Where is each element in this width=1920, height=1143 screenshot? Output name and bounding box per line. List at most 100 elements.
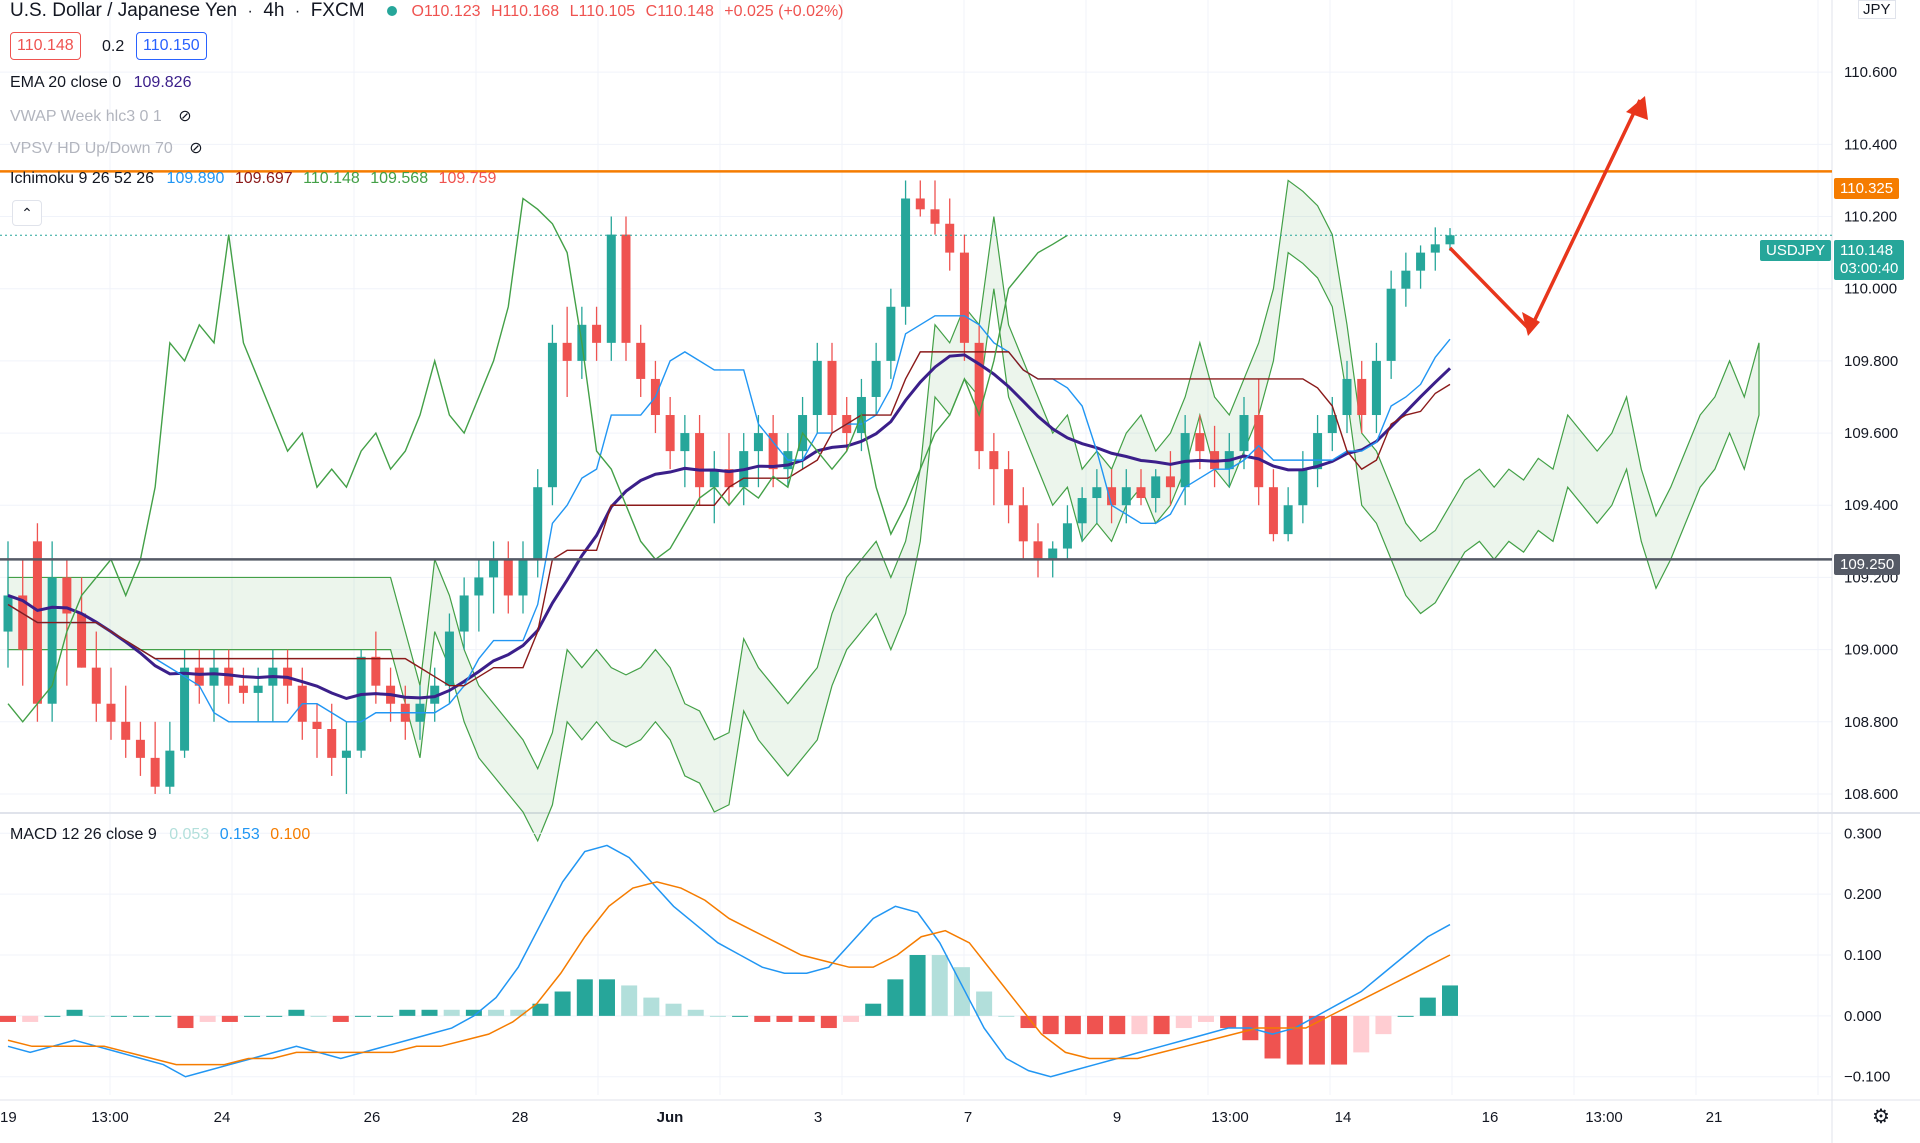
- macd-histogram-bar: [110, 1015, 127, 1017]
- candle-body: [1048, 548, 1058, 560]
- candle-body: [533, 487, 543, 560]
- macd-histogram-bar: [155, 1015, 172, 1017]
- candle-body: [695, 433, 705, 488]
- price-tick-label: 109.400: [1844, 497, 1898, 514]
- resistance-price-tag: 110.325: [1834, 178, 1900, 199]
- candle-body: [636, 342, 646, 379]
- ema-legend[interactable]: EMA 20 close 0 109.826: [10, 74, 191, 92]
- time-tick-label: 9: [1113, 1109, 1121, 1126]
- interval-label[interactable]: 4h: [263, 0, 285, 21]
- candle-body: [1077, 498, 1087, 524]
- candle-body: [1136, 487, 1146, 499]
- collapse-legend-button[interactable]: ⌃: [12, 200, 42, 226]
- candle-body: [430, 685, 440, 704]
- macd-histogram-bar: [687, 1009, 704, 1016]
- time-tick-label: 13:00: [1211, 1109, 1249, 1126]
- macd-histogram-bar: [0, 1015, 16, 1022]
- price-tick-label: 108.600: [1844, 786, 1898, 803]
- price-tick-label: 109.600: [1844, 425, 1898, 442]
- macd-histogram-bar: [510, 1009, 527, 1016]
- candle-body: [665, 415, 675, 452]
- vwap-label: VWAP Week hlc3 0 1: [10, 108, 162, 125]
- vpsv-legend[interactable]: VPSV HD Up/Down 70 ⊘: [10, 138, 203, 158]
- ichimoku-value-1: 109.890: [166, 170, 225, 187]
- macd-histogram-bar: [1308, 1015, 1325, 1065]
- vwap-legend[interactable]: VWAP Week hlc3 0 1 ⊘: [10, 106, 192, 126]
- candle-body: [312, 721, 322, 729]
- macd-histogram-bar: [1331, 1015, 1348, 1065]
- candle-body: [474, 577, 484, 596]
- support-price-tag: 109.250: [1834, 554, 1901, 575]
- candle-body: [1268, 487, 1278, 535]
- macd-histogram-bar: [44, 1015, 61, 1017]
- macd-histogram-bar: [22, 1015, 39, 1022]
- candle-body: [489, 559, 499, 578]
- candle-body: [680, 433, 690, 452]
- macd-tick-label: 0.000: [1844, 1008, 1882, 1025]
- candle-body: [238, 685, 248, 693]
- hidden-eye-icon[interactable]: ⊘: [189, 140, 203, 157]
- ema-label: EMA 20 close 0: [10, 74, 122, 91]
- macd-histogram-bar: [798, 1015, 815, 1022]
- candle-body: [1416, 252, 1426, 271]
- last-price: 110.148: [1840, 242, 1894, 259]
- candle-body: [827, 360, 837, 416]
- macd-histogram-bar: [377, 1015, 394, 1017]
- macd-histogram-bar: [576, 979, 593, 1016]
- macd-histogram-bar: [221, 1015, 238, 1022]
- candle-body: [444, 631, 454, 686]
- macd-histogram-bar: [554, 991, 571, 1016]
- ohlc-close: C110.148: [645, 3, 714, 20]
- macd-legend[interactable]: MACD 12 26 close 9 0.053 0.153 0.100: [10, 826, 310, 844]
- macd-histogram-bar: [732, 1015, 749, 1017]
- settings-gear-icon[interactable]: ⚙: [1872, 1106, 1890, 1128]
- candle-body: [91, 667, 101, 704]
- candle-body: [1357, 378, 1367, 416]
- macd-histogram-bar: [820, 1015, 837, 1029]
- currency-label[interactable]: JPY: [1858, 0, 1896, 19]
- time-tick-label: 21: [1706, 1109, 1723, 1126]
- last-price-tag: 110.148 03:00:40: [1834, 240, 1905, 280]
- macd-histogram-bar: [1087, 1015, 1104, 1035]
- macd-line: [7, 844, 1451, 1078]
- time-tick-label: 13:00: [1585, 1109, 1623, 1126]
- kijun-line: [7, 351, 1451, 687]
- macd-histogram-bar: [1153, 1015, 1170, 1035]
- price-tick-label: 108.800: [1844, 714, 1898, 731]
- candle-body: [1062, 523, 1072, 549]
- macd-histogram-bar: [1397, 1015, 1414, 1017]
- time-tick-label: 16: [1482, 1109, 1499, 1126]
- macd-histogram-bar: [1375, 1015, 1392, 1035]
- candle-body: [1254, 415, 1264, 488]
- macd-histogram-bar: [843, 1015, 860, 1022]
- ema-line: [7, 353, 1452, 701]
- countdown: 03:00:40: [1840, 260, 1899, 277]
- macd-histogram-bar: [354, 1015, 371, 1017]
- macd-histogram-bar: [754, 1015, 771, 1022]
- macd-histogram-bar: [598, 979, 615, 1016]
- sell-button[interactable]: 110.148: [10, 32, 81, 60]
- candle-body: [1033, 541, 1043, 560]
- ichimoku-value-2: 109.697: [234, 170, 293, 187]
- chevron-up-icon: ⌃: [21, 204, 33, 221]
- candle-body: [1239, 415, 1249, 452]
- ichimoku-legend[interactable]: Ichimoku 9 26 52 26 109.890 109.697 110.…: [10, 170, 496, 188]
- macd-histogram-bar: [465, 1009, 482, 1016]
- ohlc-change: +0.025 (+0.02%): [724, 3, 844, 20]
- macd-histogram-bar: [887, 979, 904, 1016]
- macd-histogram-bar: [421, 1009, 438, 1016]
- candle-body: [930, 209, 940, 224]
- candle-body: [165, 750, 175, 787]
- hidden-eye-icon[interactable]: ⊘: [178, 108, 192, 125]
- candle-body: [327, 728, 337, 758]
- symbol-name[interactable]: U.S. Dollar / Japanese Yen: [10, 0, 238, 21]
- macd-histogram-bar: [488, 1009, 505, 1016]
- candle-body: [606, 234, 616, 343]
- candle-body: [135, 739, 145, 758]
- buy-button[interactable]: 110.150: [136, 32, 207, 60]
- macd-label: MACD 12 26 close 9: [10, 826, 157, 843]
- candle-body: [121, 721, 131, 740]
- ichimoku-cloud: [7, 179, 1760, 843]
- candle-body: [753, 433, 763, 452]
